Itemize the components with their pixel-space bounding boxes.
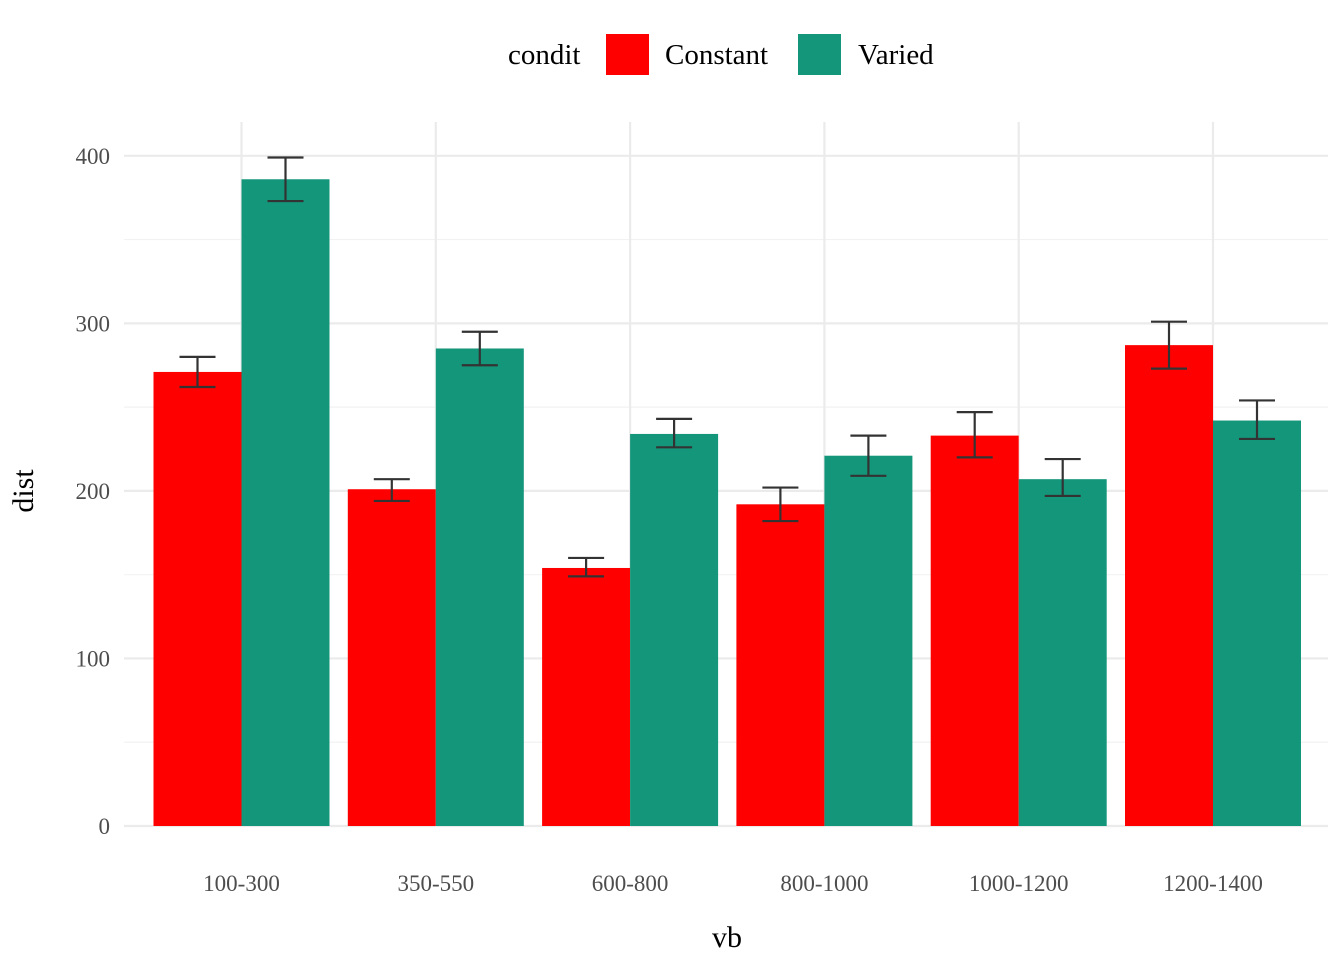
- bar-varied-1200-1400: [1213, 420, 1301, 826]
- bar-varied-1000-1200: [1018, 479, 1107, 826]
- x-tick-label: 1200-1400: [1163, 871, 1263, 896]
- y-tick-label: 100: [76, 646, 111, 671]
- error-bars: [179, 156, 1275, 578]
- y-tick-label: 300: [76, 311, 111, 336]
- bar-constant-100-300: [153, 371, 242, 826]
- bar-constant-350-550: [347, 489, 436, 826]
- x-tick-label: 600-800: [592, 871, 669, 896]
- bar-constant-600-800: [542, 567, 631, 826]
- errorbar-constant-1000-1200: [956, 411, 993, 459]
- y-tick-label: 400: [76, 144, 111, 169]
- errorbar-varied-350-550: [461, 330, 498, 367]
- errorbar-varied-800-1000: [850, 434, 887, 477]
- errorbar-varied-600-800: [656, 417, 693, 449]
- x-tick-label: 350-550: [397, 871, 474, 896]
- errorbar-varied-1000-1200: [1044, 457, 1081, 498]
- bars: [153, 179, 1301, 826]
- y-tick-label: 0: [99, 814, 111, 839]
- errorbar-constant-800-1000: [762, 486, 799, 523]
- x-axis-title: vb: [712, 921, 742, 954]
- bar-constant-800-1000: [736, 504, 825, 826]
- legend: condit Constant Varied: [508, 34, 934, 75]
- x-axis-ticks: 100-300 350-550 600-800 800-1000 1000-1200 12…: [203, 871, 1263, 896]
- x-tick-label: 1000-1200: [969, 871, 1069, 896]
- bar-varied-350-550: [435, 348, 524, 826]
- legend-label-constant: Constant: [665, 39, 768, 71]
- errorbar-varied-1200-1400: [1239, 399, 1275, 441]
- errorbar-constant-100-300: [179, 355, 216, 389]
- errorbar-constant-600-800: [568, 556, 605, 578]
- errorbar-constant-1200-1400: [1151, 320, 1187, 370]
- legend-key-constant: [606, 34, 649, 75]
- errorbar-varied-100-300: [267, 156, 304, 203]
- bar-constant-1200-1400: [1125, 345, 1213, 826]
- bar-varied-100-300: [241, 179, 330, 826]
- x-tick-label: 800-1000: [780, 871, 868, 896]
- bar-varied-600-800: [630, 433, 719, 826]
- legend-title: condit: [508, 39, 581, 71]
- y-tick-label: 200: [76, 479, 111, 504]
- bar-constant-1000-1200: [930, 435, 1019, 826]
- y-axis-ticks: 0 100 200 300 400: [76, 144, 111, 839]
- x-tick-label: 100-300: [203, 871, 280, 896]
- legend-key-varied: [798, 34, 841, 75]
- bar-varied-800-1000: [824, 455, 913, 826]
- y-axis-title: dist: [7, 469, 40, 513]
- legend-label-varied: Varied: [858, 39, 934, 71]
- errorbar-constant-350-550: [373, 478, 410, 503]
